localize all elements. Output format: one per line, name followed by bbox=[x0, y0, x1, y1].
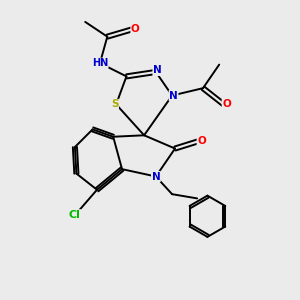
Text: HN: HN bbox=[92, 58, 108, 68]
Text: S: S bbox=[111, 99, 118, 110]
Text: Cl: Cl bbox=[69, 210, 81, 220]
Text: O: O bbox=[197, 136, 206, 146]
Text: N: N bbox=[153, 65, 162, 76]
Text: O: O bbox=[131, 24, 140, 34]
Text: N: N bbox=[152, 172, 160, 182]
Text: N: N bbox=[169, 91, 178, 100]
Text: O: O bbox=[222, 99, 231, 110]
